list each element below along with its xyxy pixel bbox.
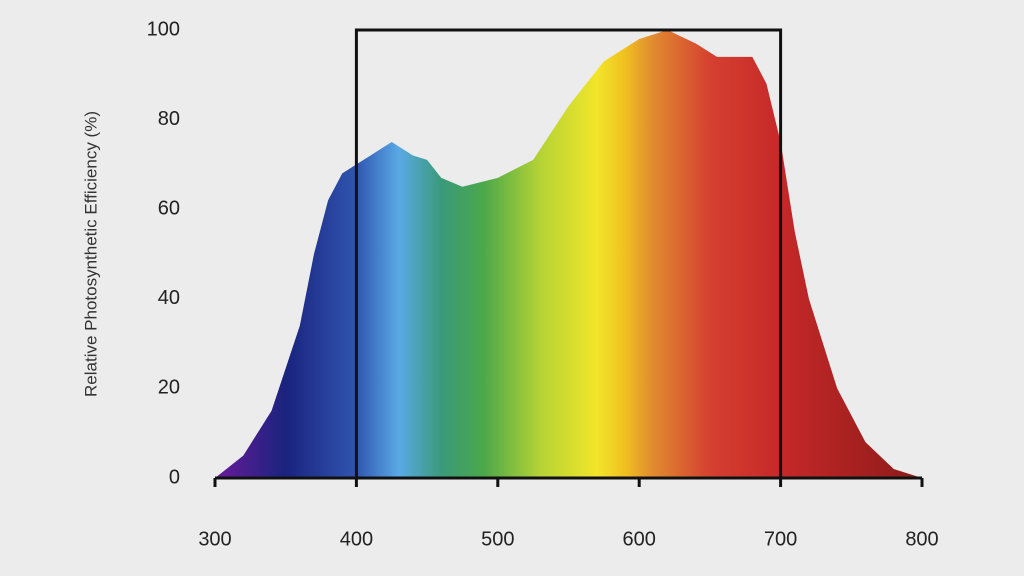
x-tick-label: 700 — [764, 528, 797, 550]
x-tick-label: 300 — [198, 528, 231, 550]
x-tick-label: 600 — [623, 528, 656, 550]
y-tick-label: 40 — [158, 287, 180, 309]
area — [215, 30, 922, 478]
x-tick-label: 500 — [481, 528, 514, 550]
y-tick-label: 0 — [169, 466, 180, 488]
y-tick-label: 20 — [158, 377, 180, 399]
x-tick-label: 800 — [905, 528, 938, 550]
y-tick-label: 100 — [147, 18, 180, 40]
x-tick-label: 400 — [340, 528, 373, 550]
y-tick-label: 60 — [158, 197, 180, 219]
y-tick-label: 80 — [158, 108, 180, 130]
y-axis-label: Relative Photosynthetic Efficiency (%) — [81, 111, 100, 397]
